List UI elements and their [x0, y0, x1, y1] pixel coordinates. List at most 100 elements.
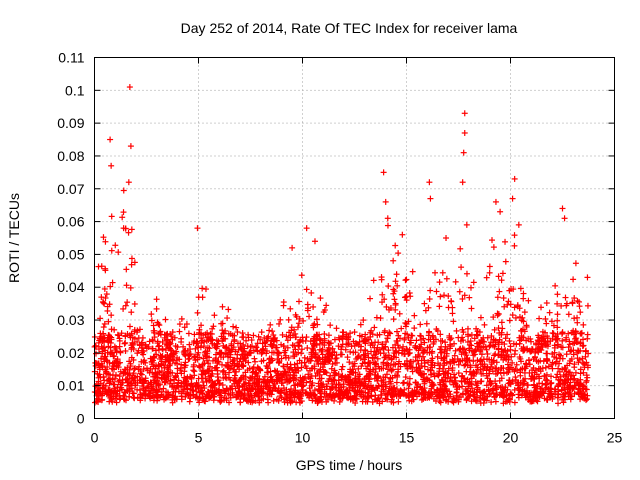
data-point: [316, 396, 323, 403]
data-point: [261, 376, 268, 383]
data-point: [414, 357, 421, 364]
data-point: [488, 332, 495, 339]
data-point: [172, 373, 179, 380]
data-point: [232, 372, 239, 379]
data-point: [359, 360, 366, 367]
data-point: [474, 343, 481, 350]
data-point: [474, 332, 481, 339]
data-point: [171, 376, 178, 383]
data-point: [544, 396, 551, 403]
data-point: [216, 392, 223, 399]
y-tick-label: 0.11: [58, 50, 84, 66]
data-point: [423, 320, 430, 327]
data-point: [472, 346, 479, 353]
data-point: [467, 284, 474, 291]
data-point: [498, 277, 505, 284]
data-point: [108, 162, 115, 169]
data-point: [369, 331, 376, 338]
data-point: [160, 385, 167, 392]
data-point: [191, 354, 198, 361]
data-point: [127, 360, 134, 367]
data-point: [176, 356, 183, 363]
data-point: [411, 312, 418, 319]
data-point: [101, 320, 108, 327]
data-point: [502, 238, 509, 245]
data-point: [503, 352, 510, 359]
data-point: [125, 179, 132, 186]
data-point: [453, 389, 460, 396]
data-point: [468, 332, 475, 339]
data-point: [115, 249, 122, 256]
data-point: [548, 318, 555, 325]
data-point: [214, 358, 221, 365]
data-point: [486, 263, 493, 270]
data-point: [522, 375, 529, 382]
data-point: [95, 263, 102, 270]
data-point: [186, 341, 193, 348]
data-point: [543, 357, 550, 364]
data-point: [243, 396, 250, 403]
data-point: [201, 338, 208, 345]
data-point: [95, 374, 102, 381]
data-point: [446, 388, 453, 395]
data-point: [408, 389, 415, 396]
data-point: [456, 288, 463, 295]
data-point: [463, 270, 470, 277]
data-point: [449, 310, 456, 317]
data-point: [127, 284, 134, 291]
data-point: [209, 325, 216, 332]
data-point: [287, 392, 294, 399]
data-point: [361, 376, 368, 383]
data-point: [445, 365, 452, 372]
data-point: [185, 330, 192, 337]
y-tick-label: 0.09: [57, 115, 84, 131]
data-point: [506, 395, 513, 402]
data-point: [505, 364, 512, 371]
data-point: [548, 379, 555, 386]
data-point: [511, 242, 518, 249]
data-point: [389, 344, 396, 351]
data-point: [469, 385, 476, 392]
data-point: [106, 333, 113, 340]
data-point: [264, 391, 271, 398]
data-point: [172, 342, 179, 349]
data-point: [577, 309, 584, 316]
data-point: [536, 375, 543, 382]
data-point: [444, 375, 451, 382]
data-point: [240, 362, 247, 369]
data-point: [577, 339, 584, 346]
data-point: [380, 386, 387, 393]
data-point: [345, 340, 352, 347]
data-point: [102, 294, 109, 301]
data-point: [122, 339, 129, 346]
data-point: [222, 335, 229, 342]
data-point: [195, 294, 202, 301]
data-point: [195, 349, 202, 356]
data-point: [523, 323, 530, 330]
data-point: [167, 377, 174, 384]
data-point: [549, 365, 556, 372]
data-point: [303, 225, 310, 232]
data-point: [246, 349, 253, 356]
data-point: [287, 305, 294, 312]
data-point: [381, 329, 388, 336]
data-point: [155, 363, 162, 370]
data-point: [553, 374, 560, 381]
data-point: [182, 380, 189, 387]
data-point: [255, 382, 262, 389]
data-point: [502, 335, 509, 342]
data-point: [260, 380, 267, 387]
data-point: [495, 366, 502, 373]
chart-title: Day 252 of 2014, Rate Of TEC Index for r…: [181, 20, 518, 36]
data-point: [346, 379, 353, 386]
data-point: [101, 285, 108, 292]
data-point: [247, 398, 254, 405]
data-point: [554, 324, 561, 331]
data-point: [205, 368, 212, 375]
data-point: [296, 391, 303, 398]
data-point: [511, 386, 518, 393]
data-point: [298, 272, 305, 279]
data-point: [455, 334, 462, 341]
data-point: [255, 379, 262, 386]
data-point: [580, 321, 587, 328]
